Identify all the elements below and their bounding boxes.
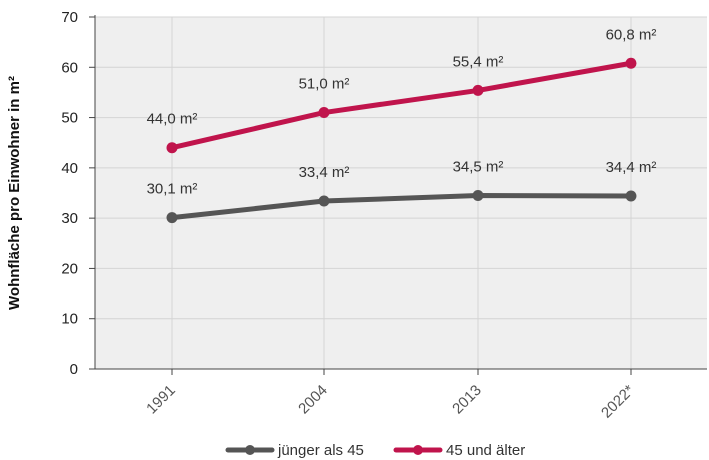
data-point xyxy=(318,107,330,119)
data-point xyxy=(318,195,330,207)
data-point xyxy=(625,57,637,69)
y-tick-label: 70 xyxy=(61,9,78,26)
y-tick-label: 50 xyxy=(61,110,78,127)
data-point xyxy=(166,142,178,154)
data-point xyxy=(472,190,484,202)
y-tick-label: 40 xyxy=(61,160,78,177)
y-tick-label: 60 xyxy=(61,59,78,76)
x-axis-ticks: 1991 2004 2013 2022* xyxy=(143,382,638,422)
series-line xyxy=(169,60,634,151)
y-tick-label: 30 xyxy=(61,210,78,227)
data-label: 33,4 m² xyxy=(299,164,350,181)
x-tick-label: 2004 xyxy=(295,382,331,418)
data-point xyxy=(166,212,178,224)
data-label: 30,1 m² xyxy=(147,181,198,198)
series-group: 30,1 m² 33,4 m² 34,5 m² 34,4 m² 44,0 m² 51,0 … xyxy=(147,26,657,224)
legend-label: jünger als 45 xyxy=(277,442,364,459)
y-tick-label: 10 xyxy=(61,311,78,328)
y-axis-label: Wohnfläche pro Einwohner in m² xyxy=(6,76,23,310)
data-point xyxy=(625,190,637,202)
y-tick-label: 20 xyxy=(61,260,78,277)
y-tick-label: 0 xyxy=(70,361,78,378)
axes xyxy=(89,15,707,375)
legend-label: 45 und älter xyxy=(446,442,525,459)
data-label: 34,4 m² xyxy=(606,159,657,176)
legend-swatch-marker xyxy=(413,445,423,455)
y-axis-ticks: 0 10 20 30 40 50 60 70 xyxy=(61,9,78,378)
x-tick-label: 1991 xyxy=(143,382,179,418)
legend-swatch-marker xyxy=(245,445,255,455)
legend: jünger als 45 45 und älter xyxy=(225,442,525,459)
data-label: 60,8 m² xyxy=(606,26,657,43)
data-point xyxy=(472,84,484,96)
x-tick-label: 2022* xyxy=(598,382,638,422)
data-label: 55,4 m² xyxy=(453,53,504,70)
data-label: 44,0 m² xyxy=(147,111,198,128)
x-tick-label: 2013 xyxy=(449,382,485,418)
data-label: 51,0 m² xyxy=(299,76,350,93)
series-line xyxy=(169,193,634,221)
plot-background xyxy=(95,17,707,369)
data-label: 34,5 m² xyxy=(453,159,504,176)
